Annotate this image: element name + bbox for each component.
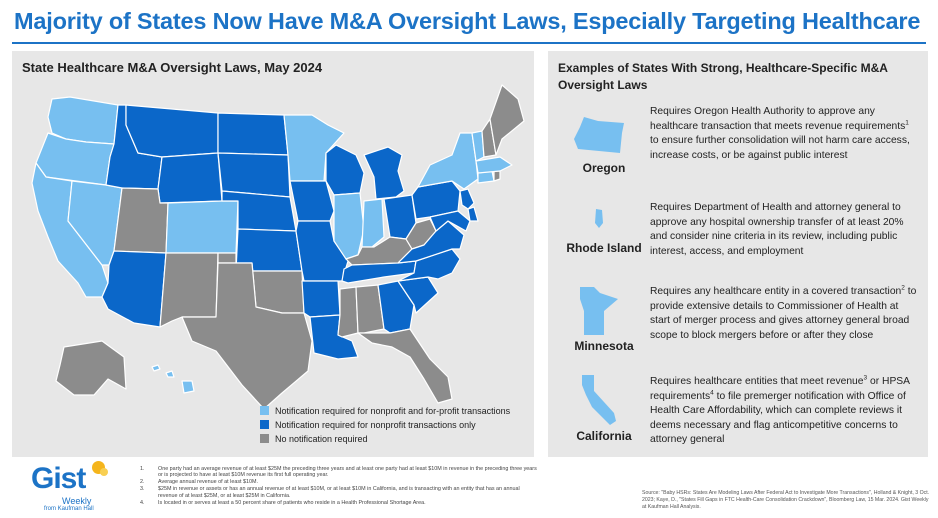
example-state-name: Minnesota bbox=[574, 339, 634, 353]
us-map bbox=[31, 84, 525, 410]
state-NJ bbox=[459, 188, 475, 210]
map-panel: State Healthcare M&A Oversight Laws, May… bbox=[12, 51, 534, 457]
oregon-state-icon bbox=[574, 117, 624, 153]
legend-item: Notification required for nonprofit and … bbox=[260, 404, 510, 417]
state-MI bbox=[363, 146, 405, 200]
source-note: Source: "Baby HSRs: States Are Modeling … bbox=[642, 490, 930, 510]
map-title: State Healthcare M&A Oversight Laws, May… bbox=[22, 60, 323, 75]
state-TX bbox=[181, 262, 313, 410]
state-SD bbox=[217, 152, 291, 198]
legend-label: Notification required for nonprofit and … bbox=[275, 405, 511, 416]
example-row-oregon: Oregon Requires Oregon Health Authority … bbox=[548, 101, 928, 189]
minnesota-state-icon bbox=[580, 287, 618, 335]
legend-label: No notification required bbox=[275, 433, 368, 444]
example-state-name: Oregon bbox=[582, 161, 626, 175]
gist-weekly-logo: Gist Weekly from Kaufman Hall bbox=[28, 460, 138, 516]
example-row-rhode-island: Rhode Island Requires Department of Heal… bbox=[548, 197, 928, 285]
state-FL bbox=[357, 328, 453, 404]
rhode-island-state-icon bbox=[595, 209, 603, 228]
state-NC bbox=[397, 248, 461, 282]
state-IA bbox=[289, 180, 335, 222]
example-state-name: California bbox=[576, 429, 632, 443]
logo-name: Gist bbox=[31, 462, 86, 495]
footnote: 4. Is located in or serves at least a 50 … bbox=[140, 499, 426, 506]
state-HI bbox=[151, 364, 161, 372]
state-WY bbox=[157, 152, 223, 204]
state-MD bbox=[429, 210, 471, 232]
logo-sub: Weekly bbox=[62, 496, 92, 506]
example-row-minnesota: Minnesota Requires any healthcare entity… bbox=[548, 281, 928, 369]
state-NM bbox=[159, 252, 219, 328]
map-legend: Notification required for nonprofit and … bbox=[260, 404, 510, 446]
state-NY bbox=[417, 132, 479, 190]
state-AZ bbox=[101, 250, 167, 328]
example-description: Requires healthcare entities that meet r… bbox=[650, 374, 910, 445]
example-row-california: California Requires healthcare entities … bbox=[548, 371, 928, 459]
examples-panel: Examples of States With Strong, Healthca… bbox=[548, 51, 928, 457]
state-RI bbox=[493, 170, 501, 182]
example-description: Requires Department of Health and attorn… bbox=[650, 202, 904, 257]
footnote: 2. Average annual revenue of at least $10… bbox=[140, 479, 258, 486]
legend-swatch bbox=[260, 406, 269, 415]
title-rule bbox=[12, 42, 926, 44]
state-AK bbox=[55, 340, 127, 396]
example-state-name: Rhode Island bbox=[566, 241, 642, 255]
state-HI-3 bbox=[181, 380, 195, 394]
state-AL bbox=[355, 284, 385, 334]
logo-from: from Kaufman Hall bbox=[44, 506, 94, 512]
example-description: Requires any healthcare entity in a cove… bbox=[650, 284, 917, 341]
footnotes: 1. One party had an average revenue of at… bbox=[140, 466, 540, 506]
legend-swatch bbox=[260, 420, 269, 429]
state-AR bbox=[301, 280, 341, 318]
state-CO bbox=[165, 200, 239, 254]
state-MS bbox=[337, 286, 359, 338]
state-WI bbox=[325, 144, 365, 196]
state-MA bbox=[475, 156, 513, 174]
page-title: Majority of States Now Have M&A Oversigh… bbox=[14, 8, 921, 34]
state-IN bbox=[361, 198, 385, 248]
legend-label: Notification required for nonprofit tran… bbox=[275, 419, 476, 430]
logo-dot bbox=[100, 468, 108, 476]
state-HI-2 bbox=[165, 370, 175, 378]
state-MT bbox=[125, 104, 219, 158]
footnote: 1. One party had an average revenue of at… bbox=[140, 466, 537, 479]
legend-item: No notification required bbox=[260, 432, 510, 445]
state-VA bbox=[397, 220, 465, 264]
state-ND bbox=[217, 112, 289, 156]
california-state-icon bbox=[582, 375, 616, 425]
legend-swatch bbox=[260, 434, 269, 443]
state-ME bbox=[489, 84, 525, 156]
state-DE bbox=[467, 206, 479, 222]
example-description: Requires Oregon Health Authority to appr… bbox=[650, 106, 910, 161]
footnote: 3. $25M in revenue or assets or has an an… bbox=[140, 486, 520, 499]
legend-item: Notification required for nonprofit tran… bbox=[260, 418, 510, 431]
examples-title: Examples of States With Strong, Healthca… bbox=[558, 61, 888, 92]
